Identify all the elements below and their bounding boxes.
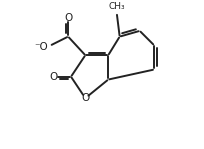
Text: O: O [81,93,89,103]
Text: ⁻O: ⁻O [34,42,48,52]
Text: O: O [49,72,58,82]
Text: CH₃: CH₃ [108,2,124,11]
Text: O: O [64,13,72,23]
